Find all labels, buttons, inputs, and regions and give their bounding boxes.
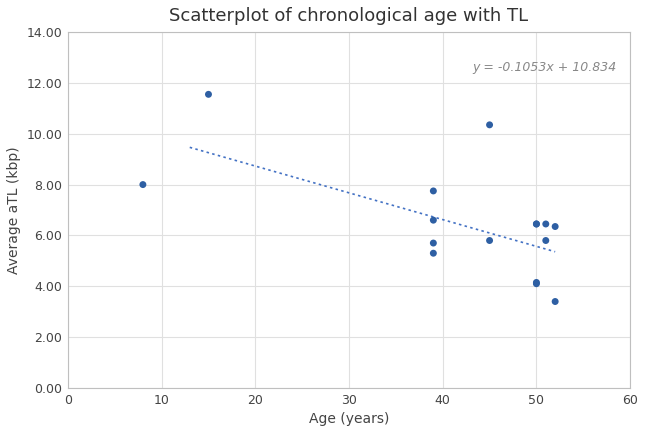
Point (428, 250, 439, 257)
Point (541, 220, 551, 227)
Point (550, 223, 561, 230)
Point (138, 181, 148, 188)
Point (484, 121, 495, 128)
Title: Scatterplot of chronological age with TL: Scatterplot of chronological age with TL (170, 7, 529, 25)
Point (484, 237, 495, 244)
Point (531, 220, 542, 227)
Text: y = -0.1053x + 10.834: y = -0.1053x + 10.834 (471, 61, 616, 74)
Point (550, 298, 561, 305)
Point (428, 216, 439, 223)
Point (531, 280, 542, 287)
Point (428, 187, 439, 194)
Point (203, 91, 213, 98)
Point (531, 220, 542, 227)
Point (541, 237, 551, 244)
Y-axis label: Average aTL (kbp): Average aTL (kbp) (7, 146, 21, 274)
Point (531, 279, 542, 286)
X-axis label: Age (years): Age (years) (309, 412, 389, 426)
Point (428, 239, 439, 246)
